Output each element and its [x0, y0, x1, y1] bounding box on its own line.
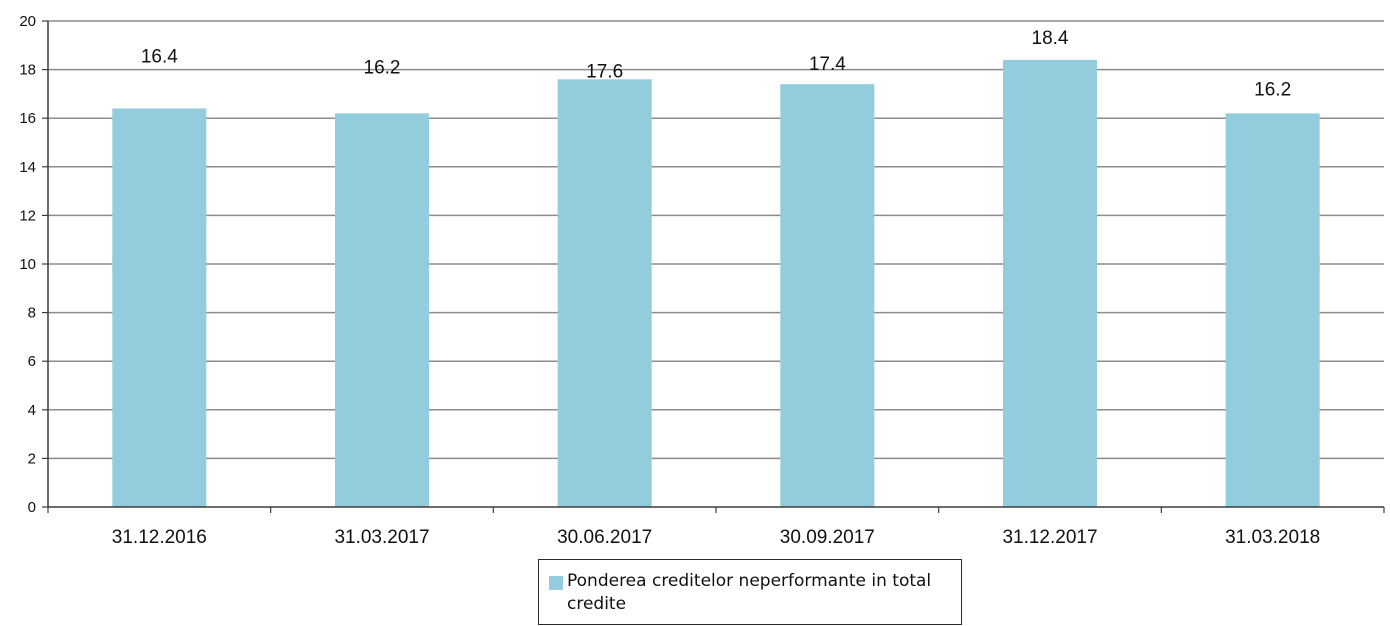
x-tick-label: 31.12.2017	[1002, 527, 1097, 548]
axes	[42, 20, 1385, 513]
legend-label: Ponderea creditelor neperformante in tot…	[567, 571, 932, 614]
y-tick-label: 16	[19, 110, 36, 127]
bars	[112, 59, 1320, 508]
y-tick-label: 20	[19, 13, 36, 30]
data-label: 17.6	[586, 61, 623, 82]
x-tick-label: 30.09.2017	[780, 527, 875, 548]
y-tick-label: 12	[19, 207, 36, 224]
x-tick-label: 31.03.2018	[1225, 527, 1320, 548]
y-tick-label: 8	[28, 305, 36, 322]
legend: Ponderea creditelor neperformante in tot…	[538, 559, 962, 625]
legend-swatch	[549, 576, 563, 590]
y-tick-label: 0	[28, 499, 36, 516]
data-label: 17.4	[809, 54, 846, 75]
bar-31.12.2017	[1003, 59, 1097, 507]
labels: 0 2 4 6 8 10 12 14 16 18 20 16.4 16.2 17.6 17.4 18.4 16.…	[19, 13, 1320, 548]
bar-30.09.2017	[780, 84, 875, 508]
data-label: 16.2	[1254, 79, 1291, 100]
data-label: 18.4	[1032, 28, 1069, 49]
x-tick-label: 31.12.2016	[112, 527, 207, 548]
data-label: 16.4	[141, 46, 178, 67]
bar-31.12.2016	[112, 108, 207, 507]
data-label: 16.2	[364, 57, 401, 78]
bar-31.03.2017	[335, 113, 429, 507]
y-tick-label: 6	[28, 353, 36, 370]
y-tick-label: 2	[28, 450, 36, 467]
x-tick-label: 30.06.2017	[557, 527, 652, 548]
bar-31.03.2018	[1225, 113, 1320, 507]
bar-30.06.2017	[557, 79, 652, 507]
y-tick-label: 18	[19, 62, 36, 79]
x-tick-label: 31.03.2017	[334, 527, 429, 548]
y-tick-label: 14	[19, 159, 36, 176]
y-tick-label: 4	[28, 402, 36, 419]
y-tick-label: 10	[19, 256, 36, 273]
gridlines	[48, 20, 1384, 460]
